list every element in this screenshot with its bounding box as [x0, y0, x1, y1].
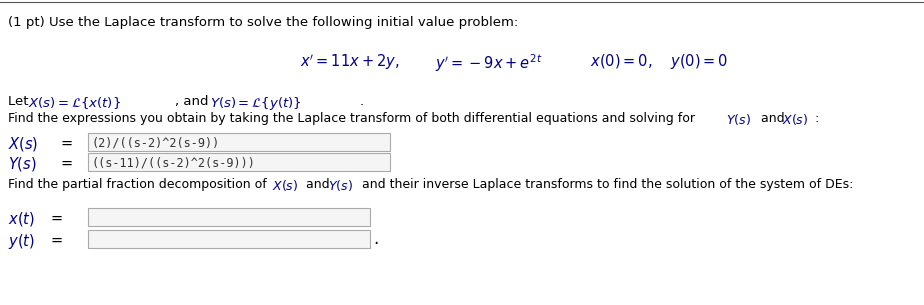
Text: ((s-11)/((s-2)^2(s-9))): ((s-11)/((s-2)^2(s-9)))	[92, 156, 256, 169]
Text: .: .	[373, 230, 378, 248]
Text: , and: , and	[175, 95, 213, 108]
Text: Let: Let	[8, 95, 32, 108]
Text: Find the partial fraction decomposition of: Find the partial fraction decomposition …	[8, 178, 271, 191]
Text: $x' = 11x + 2y,$: $x' = 11x + 2y,$	[300, 52, 399, 72]
Text: $=$: $=$	[58, 155, 74, 170]
Text: $Y(s) = \mathcal{L}\{y(t)\}$: $Y(s) = \mathcal{L}\{y(t)\}$	[210, 95, 301, 112]
Bar	[88, 133, 390, 151]
Bar	[88, 230, 370, 248]
Text: $=$: $=$	[48, 210, 64, 225]
Text: $Y(s)$: $Y(s)$	[328, 178, 353, 193]
Text: $y(0) = 0$: $y(0) = 0$	[670, 52, 728, 71]
Text: $Y(s)$: $Y(s)$	[8, 155, 37, 173]
Text: $X(s)$: $X(s)$	[272, 178, 298, 193]
Text: $X(s) = \mathcal{L}\{x(t)\}$: $X(s) = \mathcal{L}\{x(t)\}$	[28, 95, 121, 111]
Text: and their inverse Laplace transforms to find the solution of the system of DEs:: and their inverse Laplace transforms to …	[358, 178, 854, 191]
Text: $=$: $=$	[48, 232, 64, 247]
Text: $X(s)$: $X(s)$	[782, 112, 808, 127]
Bar	[88, 153, 390, 171]
Text: $=$: $=$	[58, 135, 74, 150]
Text: $Y(s)$: $Y(s)$	[726, 112, 751, 127]
Text: (1 pt) Use the Laplace transform to solve the following initial value problem:: (1 pt) Use the Laplace transform to solv…	[8, 16, 518, 29]
Bar	[88, 208, 370, 226]
Text: and: and	[302, 178, 334, 191]
Text: $y(t)$: $y(t)$	[8, 232, 35, 251]
Text: :: :	[814, 112, 819, 125]
Text: Find the expressions you obtain by taking the Laplace transform of both differen: Find the expressions you obtain by takin…	[8, 112, 699, 125]
Text: $y' = -9x + e^{2t}$: $y' = -9x + e^{2t}$	[435, 52, 542, 74]
Text: and: and	[757, 112, 788, 125]
Text: $x(0) = 0,$: $x(0) = 0,$	[590, 52, 652, 70]
Text: $X(s)$: $X(s)$	[8, 135, 39, 153]
Text: .: .	[360, 95, 364, 108]
Text: $x(t)$: $x(t)$	[8, 210, 35, 228]
Text: (2)/((s-2)^2(s-9)): (2)/((s-2)^2(s-9))	[92, 136, 220, 149]
